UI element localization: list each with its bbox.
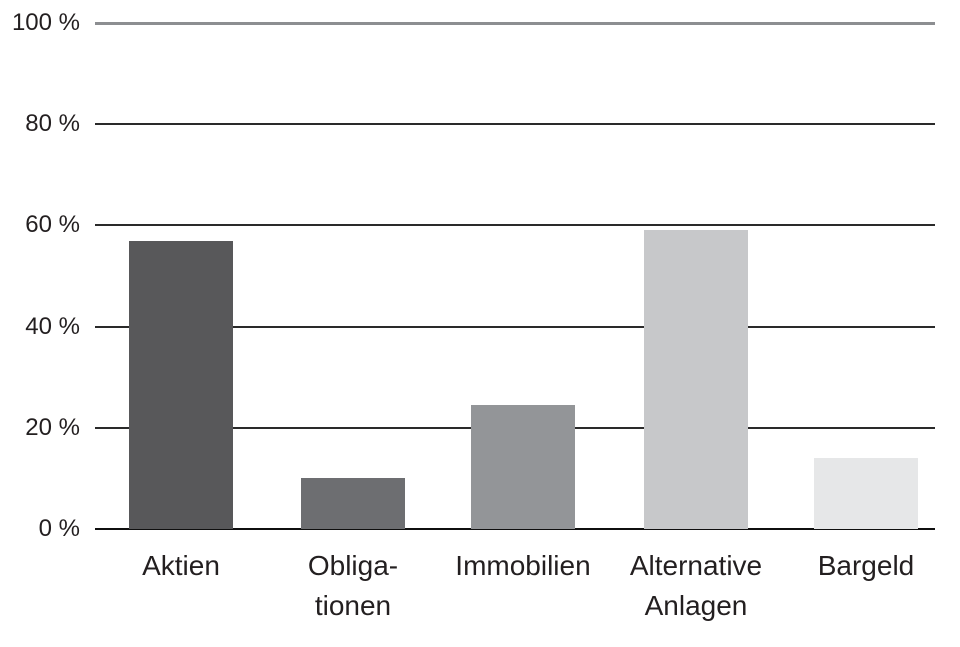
x-tick-label-line: Bargeld (817, 550, 915, 581)
bar-obligationen (301, 478, 405, 529)
gridline-60 (95, 224, 935, 226)
gridline-80 (95, 123, 935, 125)
bar-aktien (129, 241, 233, 529)
bar-immobilien (471, 405, 575, 529)
y-tick-label-100: 100 % (11, 9, 80, 36)
x-tick-label-line: Alternative (629, 550, 763, 581)
x-tick-label-line: Immobilien (455, 550, 591, 581)
x-tick-label-aktien: Aktien (71, 546, 291, 586)
y-tick-label-0: 0 % (38, 515, 80, 542)
gridline-100 (95, 22, 935, 25)
x-tick-label-immobilien: Immobilien (413, 546, 633, 586)
x-tick-label-line: tionen (314, 590, 392, 621)
x-tick-label-line: Aktien (142, 550, 220, 581)
x-tick-label-bargeld: Bargeld (756, 546, 960, 586)
bar-alternative-anlagen (644, 230, 748, 529)
x-tick-label-obligationen: Obliga-tionen (243, 546, 463, 626)
x-tick-label-line: Anlagen (644, 590, 748, 621)
x-tick-label-alternative-anlagen: Alternative Anlagen (586, 546, 806, 626)
y-tick-label-80: 80 % (25, 110, 80, 137)
y-tick-label-60: 60 % (25, 211, 80, 238)
bar-bargeld (814, 458, 918, 529)
gridline-0 (95, 528, 935, 530)
y-tick-label-40: 40 % (25, 313, 80, 340)
x-tick-label-line: Obliga- (307, 550, 399, 581)
y-tick-label-20: 20 % (25, 414, 80, 441)
gridline-40 (95, 326, 935, 328)
